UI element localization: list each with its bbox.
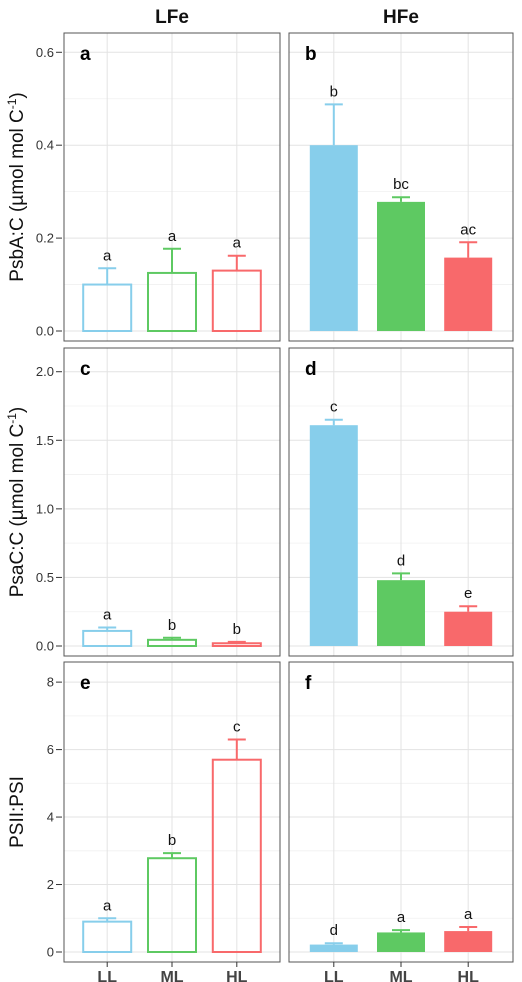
x-tick-label-ll: LL — [97, 969, 117, 982]
bar-hl — [444, 931, 493, 952]
significance-label: b — [168, 832, 176, 849]
strip-label-hfe: HFe — [383, 7, 419, 28]
significance-label: d — [330, 922, 338, 939]
bar-ml — [377, 580, 425, 646]
panel-letter: f — [305, 673, 312, 694]
bar-ll — [309, 425, 358, 646]
significance-label: a — [103, 897, 112, 914]
panel-b: b bc ac b — [288, 32, 514, 342]
panel-letter: d — [305, 359, 317, 380]
panel-c: a b b c — [63, 347, 281, 657]
y-tick-label: 8 — [47, 675, 54, 690]
significance-label: a — [103, 247, 112, 264]
y-tick-label: 0.5 — [36, 570, 54, 585]
significance-label: a — [464, 906, 473, 923]
y-tick-label: 2 — [47, 877, 54, 892]
y-tick-label: 0 — [47, 945, 54, 960]
bar-hl — [444, 257, 493, 331]
panel-border — [288, 347, 514, 657]
y-tick-label: 1.0 — [36, 501, 54, 516]
panel-border — [63, 32, 281, 342]
significance-label: c — [330, 399, 338, 416]
significance-label: b — [330, 83, 338, 100]
y-axis-label-row3: PSII:PSI — [7, 776, 28, 848]
significance-label: a — [168, 228, 177, 245]
significance-label: b — [233, 621, 241, 638]
bar-hl — [444, 611, 493, 646]
y-tick-label: 0.0 — [36, 324, 54, 339]
y-tick-label: 4 — [47, 810, 54, 825]
x-tick-label-hl: HL — [458, 969, 480, 982]
significance-label: ac — [460, 221, 476, 238]
panel-letter: a — [80, 44, 91, 65]
strip-label-lfe: LFe — [155, 7, 189, 28]
panel-e: a b c e — [63, 661, 281, 963]
significance-label: a — [233, 235, 242, 252]
significance-label: b — [168, 617, 176, 634]
x-tick-label-hl: HL — [226, 969, 248, 982]
y-tick-label: 2.0 — [36, 364, 54, 379]
y-tick-label: 0.0 — [36, 639, 54, 654]
panel-letter: c — [80, 359, 91, 380]
y-tick-label: 0.4 — [36, 138, 54, 153]
y-tick-label: 0.6 — [36, 45, 54, 60]
significance-label: e — [464, 585, 472, 602]
panel-border — [288, 32, 514, 342]
y-tick-label: 6 — [47, 742, 54, 757]
x-tick-label-ll: LL — [324, 969, 344, 982]
x-tick-label-ml: ML — [389, 969, 412, 982]
panel-a: a a a a — [63, 32, 281, 342]
significance-label: a — [397, 909, 406, 926]
y-tick-label: 1.5 — [36, 433, 54, 448]
panel-letter: b — [305, 44, 317, 65]
y-axis-label-row2: PsaC:C (µmol mol C-1) — [5, 407, 28, 598]
bar-ll — [309, 145, 358, 331]
bar-ml — [377, 201, 425, 331]
significance-label: d — [397, 552, 405, 569]
y-axis-label-row1: PsbA:C (µmol mol C-1) — [5, 92, 28, 281]
y-tick-label: 0.2 — [36, 231, 54, 246]
significance-label: bc — [393, 176, 409, 193]
bar-ml — [377, 932, 425, 952]
significance-label: a — [103, 606, 112, 623]
panel-letter: e — [80, 673, 91, 694]
panel-border — [63, 347, 281, 657]
bar-ll — [309, 944, 358, 952]
significance-label: c — [233, 718, 241, 735]
panel-d: c d e d — [288, 347, 514, 657]
panel-f: d a a f — [288, 661, 514, 963]
x-tick-label-ml: ML — [160, 969, 183, 982]
